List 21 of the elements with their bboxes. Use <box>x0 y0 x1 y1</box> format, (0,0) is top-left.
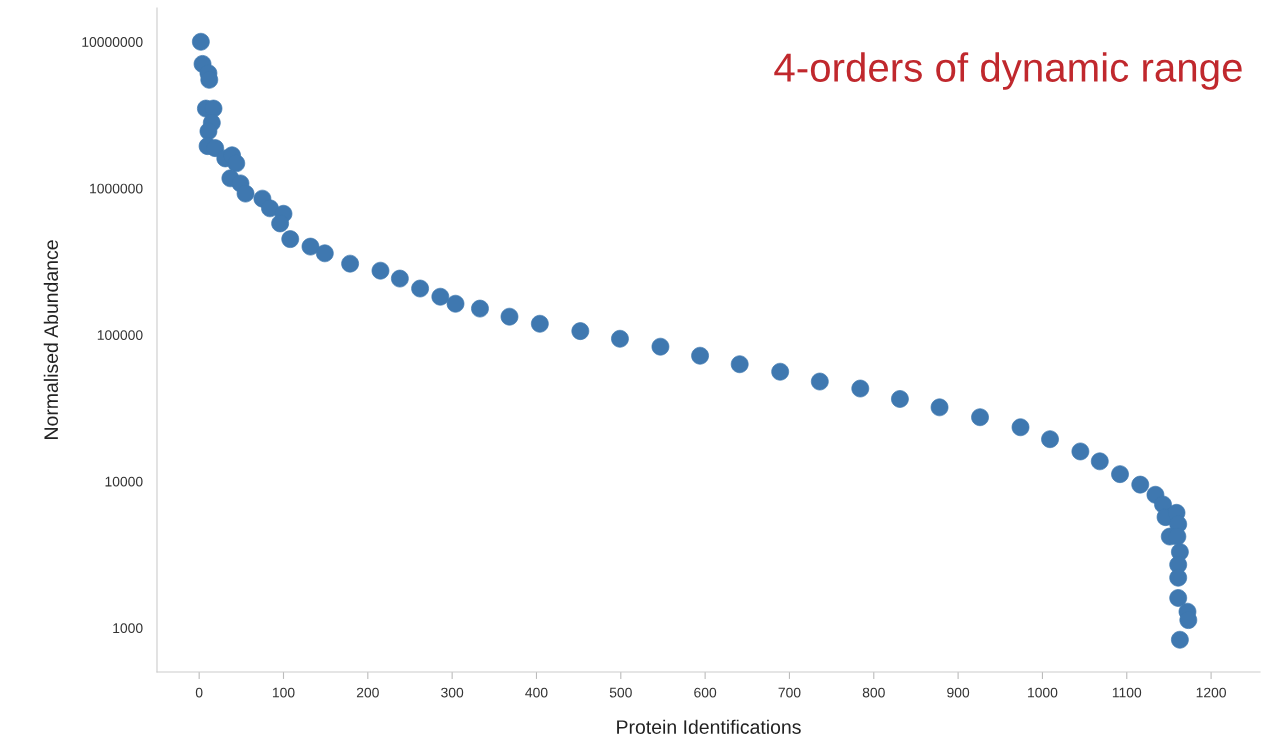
x-tick-label: 200 <box>356 687 379 698</box>
x-tick-label: 1200 <box>1196 687 1226 698</box>
x-tick-label: 500 <box>609 687 632 698</box>
y-axis-title: Normalised Abundance <box>43 240 59 439</box>
y-tick-label: 1000 <box>113 623 143 634</box>
x-tick-label: 300 <box>441 687 464 698</box>
y-tick-label: 1000000 <box>90 183 143 194</box>
x-tick-label: 0 <box>195 687 203 698</box>
x-tick-label: 400 <box>525 687 548 698</box>
annotation: 4-orders of dynamic range <box>774 52 1242 90</box>
x-tick-label: 1100 <box>1112 687 1142 698</box>
y-tick-label: 100000 <box>97 330 143 340</box>
x-tick-label: 800 <box>862 687 885 698</box>
x-tick-label: 600 <box>694 687 717 698</box>
x-tick-label: 1000 <box>1028 687 1058 698</box>
y-tick-label: 10000 <box>105 476 143 487</box>
x-axis-title: Protein Identifications <box>617 719 801 734</box>
x-tick-label: 900 <box>947 687 970 698</box>
y-tick-label: 10000000 <box>82 37 143 47</box>
x-tick-label: 700 <box>778 687 801 698</box>
x-tick-label: 100 <box>272 687 295 698</box>
